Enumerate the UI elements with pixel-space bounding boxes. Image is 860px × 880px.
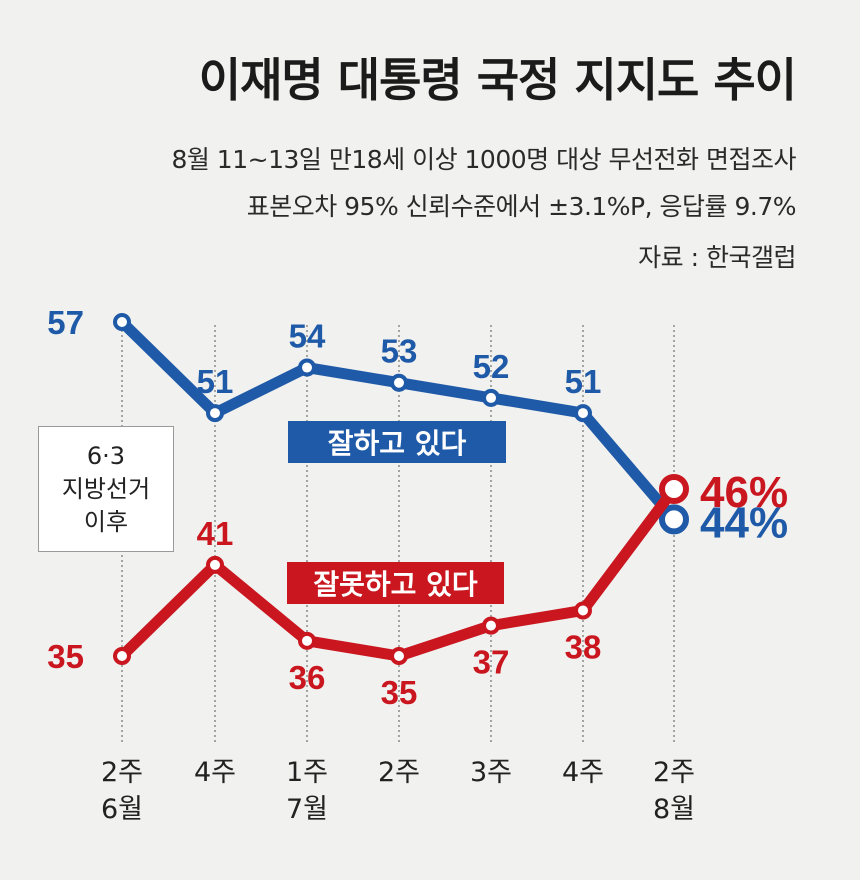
approve-value-label: 52 bbox=[473, 348, 510, 385]
disapprove-data-point bbox=[574, 601, 592, 620]
disapprove-value-label: 35 bbox=[47, 638, 84, 675]
approve-value-label: 57 bbox=[47, 304, 84, 341]
approve-data-point bbox=[482, 388, 500, 407]
approve-value-label: 44% bbox=[700, 498, 788, 547]
disapprove-value-label: 37 bbox=[473, 644, 510, 681]
x-tick-label: 2주 bbox=[101, 757, 143, 788]
series-label-disapprove: 잘못하고 있다 bbox=[287, 562, 504, 604]
approve-value-label: 54 bbox=[289, 318, 326, 355]
disapprove-value-label: 36 bbox=[289, 659, 326, 696]
disapprove-value-label: 41 bbox=[197, 515, 234, 552]
disapprove-value-label: 35 bbox=[381, 674, 418, 711]
x-tick-label: 4주 bbox=[562, 757, 604, 788]
disapprove-data-point bbox=[482, 616, 500, 635]
annotation-line: 지방선거 bbox=[61, 474, 151, 503]
chart-source: 자료 : 한국갤럽 bbox=[638, 243, 796, 272]
x-tick-label: 2주 bbox=[378, 757, 420, 788]
chart-subtitle-survey: 8월 11~13일 만18세 이상 1000명 대상 무선전화 면접조사 bbox=[171, 145, 796, 174]
disapprove-data-point bbox=[206, 555, 224, 574]
approve-value-label: 53 bbox=[381, 333, 418, 370]
x-tick-label-month: 7월 bbox=[286, 794, 328, 825]
approve-data-point bbox=[659, 504, 689, 535]
approve-data-point bbox=[390, 373, 408, 392]
annotation-line: 이후 bbox=[83, 507, 129, 536]
approve-data-point bbox=[574, 404, 592, 423]
chart-title: 이재명 대통령 국정 지지도 추이 bbox=[198, 53, 797, 107]
series-label-approve: 잘하고 있다 bbox=[288, 421, 506, 463]
approve-data-point bbox=[298, 358, 316, 377]
disapprove-data-point bbox=[298, 631, 316, 650]
approve-value-label: 51 bbox=[197, 363, 234, 400]
x-tick-label-month: 8월 bbox=[653, 794, 695, 825]
annotation-line: 6·3 bbox=[86, 441, 126, 470]
x-tick-label: 4주 bbox=[194, 757, 236, 788]
disapprove-data-point bbox=[659, 474, 689, 504]
election-annotation-box: 6·3 지방선거 이후 bbox=[38, 426, 174, 552]
disapprove-data-point bbox=[390, 647, 408, 665]
chart-subtitle-margin: 표본오차 95% 신뢰수준에서 ±3.1%P, 응답률 9.7% bbox=[246, 192, 797, 221]
disapprove-value-label: 46% bbox=[700, 468, 788, 517]
approve-value-label: 51 bbox=[565, 363, 602, 400]
x-tick-label-month: 6월 bbox=[101, 794, 143, 825]
disapprove-data-point bbox=[113, 647, 131, 665]
approve-data-point bbox=[113, 313, 131, 331]
approve-data-point bbox=[206, 404, 224, 423]
disapprove-value-label: 38 bbox=[565, 628, 602, 665]
x-tick-label: 3주 bbox=[470, 757, 512, 788]
x-tick-label: 1주 bbox=[286, 757, 328, 788]
x-tick-label: 2주 bbox=[653, 757, 695, 788]
